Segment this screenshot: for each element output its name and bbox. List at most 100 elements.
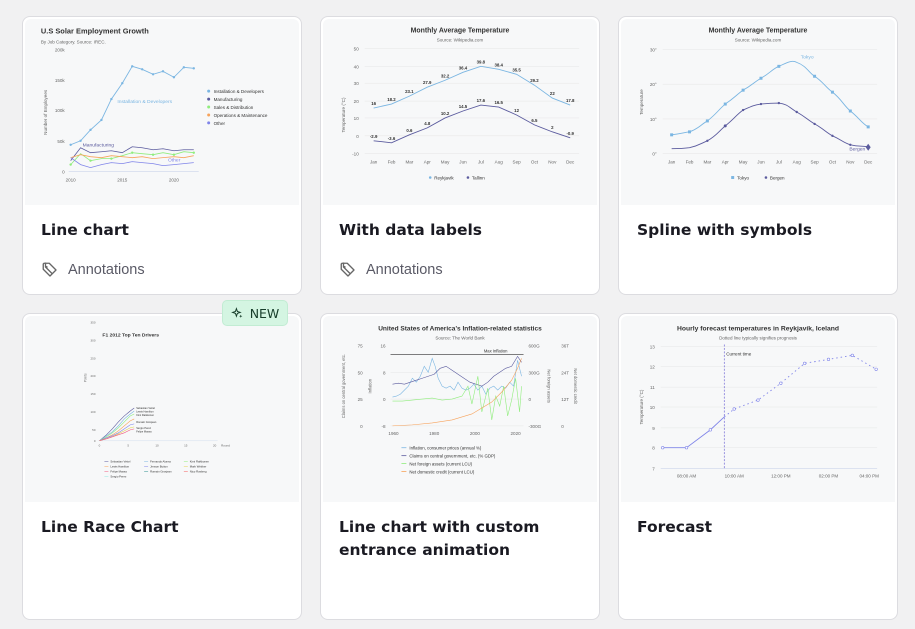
y-axis-title: Claims on central government, etc. bbox=[341, 354, 346, 418]
data-label: 6.5 bbox=[531, 118, 538, 123]
card-title[interactable]: Spline with symbols bbox=[637, 221, 813, 239]
x-tick: Jan bbox=[370, 160, 378, 165]
series-label: Tokyo bbox=[801, 54, 814, 60]
annotation-label: Installation & Developers bbox=[117, 99, 172, 105]
x-tick: Oct bbox=[531, 160, 539, 165]
x-tick: 5 bbox=[127, 444, 129, 448]
new-badge: NEW bbox=[222, 300, 288, 326]
series-line-tallinn bbox=[373, 104, 571, 144]
data-label: 36.4 bbox=[459, 65, 468, 70]
legend-item: Romain Grosjean bbox=[150, 470, 172, 474]
annotation-label: Manufacturing bbox=[83, 143, 115, 149]
chart-subtitle: Source: Wikipedia.com bbox=[735, 38, 782, 43]
y-tick: 350 bbox=[91, 321, 96, 325]
x-tick: 2020 bbox=[169, 177, 180, 182]
y-tick: 12 bbox=[650, 364, 656, 369]
card-line-race-chart[interactable]: F1 2012 Top Ten Drivers Points 350 300 2… bbox=[22, 313, 302, 620]
card-title[interactable]: Forecast bbox=[637, 518, 713, 536]
x-tick: Aug bbox=[793, 160, 802, 165]
x-tick: 12:00 PM bbox=[771, 474, 791, 479]
x-tick: 10 bbox=[155, 444, 159, 448]
y-tick: 0° bbox=[652, 152, 657, 157]
card-title[interactable]: Line Race Chart bbox=[41, 518, 179, 536]
card-spline-with-symbols[interactable]: Monthly Average Temperature Source: Wiki… bbox=[618, 16, 898, 295]
series-line-tokyo bbox=[671, 60, 869, 136]
legend-item: Mark Webber bbox=[190, 465, 207, 469]
y-tick: 100 bbox=[91, 410, 96, 414]
legend-item: Other bbox=[214, 121, 226, 126]
legend-item: Bergen bbox=[770, 176, 785, 181]
x-tick: Aug bbox=[495, 160, 504, 165]
y-tick: 0 bbox=[94, 439, 96, 443]
x-tick: 08:00 AM bbox=[677, 474, 696, 479]
legend-item: Inflation, consumer prices (annual %) bbox=[409, 446, 482, 451]
x-tick: 15 bbox=[184, 444, 188, 448]
tag-icon bbox=[340, 262, 355, 277]
y-tick: 600G bbox=[529, 343, 541, 348]
legend-item: Lewis Hamilton bbox=[110, 465, 129, 469]
y-tick: 200 bbox=[91, 374, 96, 378]
y-axis-title: Net domestic credit bbox=[573, 368, 578, 404]
driver-label: Lewis Hamilton bbox=[136, 409, 154, 413]
data-label: 23.1 bbox=[405, 89, 414, 94]
card-title[interactable]: Line chart bbox=[41, 221, 129, 239]
legend-item: Net domestic credit (current LCU) bbox=[409, 470, 474, 475]
driver-label: Sebastian Vettel bbox=[136, 406, 155, 410]
card-title[interactable]: With data labels bbox=[339, 221, 482, 239]
y-tick: 0 bbox=[360, 424, 363, 429]
x-tick: Jul bbox=[776, 160, 782, 165]
x-tick: 2020 bbox=[511, 431, 522, 436]
card-with-data-labels[interactable]: Monthly Average Temperature Source: Wiki… bbox=[320, 16, 600, 295]
x-tick: 2015 bbox=[117, 177, 128, 182]
y-tick: 300G bbox=[529, 370, 541, 375]
x-tick: Jun bbox=[459, 160, 467, 165]
x-tick: 2000 bbox=[470, 431, 481, 436]
series-line-bergen bbox=[671, 102, 869, 150]
y-tick: 10° bbox=[650, 117, 657, 122]
legend-item: Kimi Raikkonen bbox=[190, 460, 210, 464]
x-tick: Dec bbox=[566, 160, 575, 165]
data-label: -0.9 bbox=[566, 131, 574, 136]
y-tick: 50k bbox=[57, 139, 65, 144]
driver-label: Sergio Perez bbox=[136, 426, 152, 430]
data-labels-chart-preview: Monthly Average Temperature Source: Wiki… bbox=[341, 28, 580, 181]
data-label: 32.2 bbox=[441, 73, 450, 78]
data-label: 35.5 bbox=[512, 67, 521, 72]
x-tick: 20 bbox=[213, 444, 217, 448]
data-label: 38.4 bbox=[494, 62, 503, 67]
sparkle-icon bbox=[230, 306, 243, 318]
x-tick: Feb bbox=[388, 160, 396, 165]
legend-item: Claims on central government, etc. (% GD… bbox=[409, 454, 496, 459]
x-tick: 04:00 PM bbox=[859, 474, 879, 479]
data-label: 18.2 bbox=[387, 97, 396, 102]
x-tick: May bbox=[441, 160, 450, 165]
chart-thumbnail: United States of America's Inflation-rel… bbox=[323, 316, 597, 502]
series-line bbox=[70, 65, 194, 146]
legend-item: Manufacturing bbox=[214, 97, 243, 102]
series-line-forecast bbox=[723, 354, 877, 418]
legend-item: Reykjavik bbox=[434, 176, 454, 181]
series-line bbox=[70, 154, 194, 160]
data-label: 4.8 bbox=[424, 121, 431, 126]
card-forecast[interactable]: Hourly forecast temperatures in Reykjaví… bbox=[618, 313, 898, 620]
x-tick: 02:00 PM bbox=[819, 474, 839, 479]
legend-item: Net foreign assets (current LCU) bbox=[409, 462, 472, 467]
chart-thumbnail: Monthly Average Temperature Source: Wiki… bbox=[621, 19, 895, 205]
chart-subtitle: By Job Category. Source: IREC. bbox=[41, 40, 106, 45]
card-title[interactable]: Line chart with custom entrance animatio… bbox=[339, 518, 540, 559]
x-tick: May bbox=[739, 160, 748, 165]
y-tick: 11 bbox=[650, 385, 655, 390]
driver-label: Kimi Raikkonen bbox=[136, 413, 154, 417]
x-tick: Jan bbox=[668, 160, 676, 165]
card-custom-entrance-animation[interactable]: United States of America's Inflation-rel… bbox=[320, 313, 600, 620]
chart-title: F1 2012 Top Ten Drivers bbox=[102, 333, 159, 339]
y-tick: 50 bbox=[358, 370, 364, 375]
data-label: 27.9 bbox=[423, 80, 432, 85]
x-tick: Oct bbox=[829, 160, 837, 165]
y-tick: 9 bbox=[652, 426, 655, 431]
y-tick: 250 bbox=[91, 356, 96, 360]
legend-item: Tokyo bbox=[737, 176, 749, 181]
y-tick: 0 bbox=[561, 424, 564, 429]
y-tick: 36T bbox=[561, 343, 569, 348]
card-line-chart[interactable]: U.S Solar Employment Growth By Job Categ… bbox=[22, 16, 302, 295]
